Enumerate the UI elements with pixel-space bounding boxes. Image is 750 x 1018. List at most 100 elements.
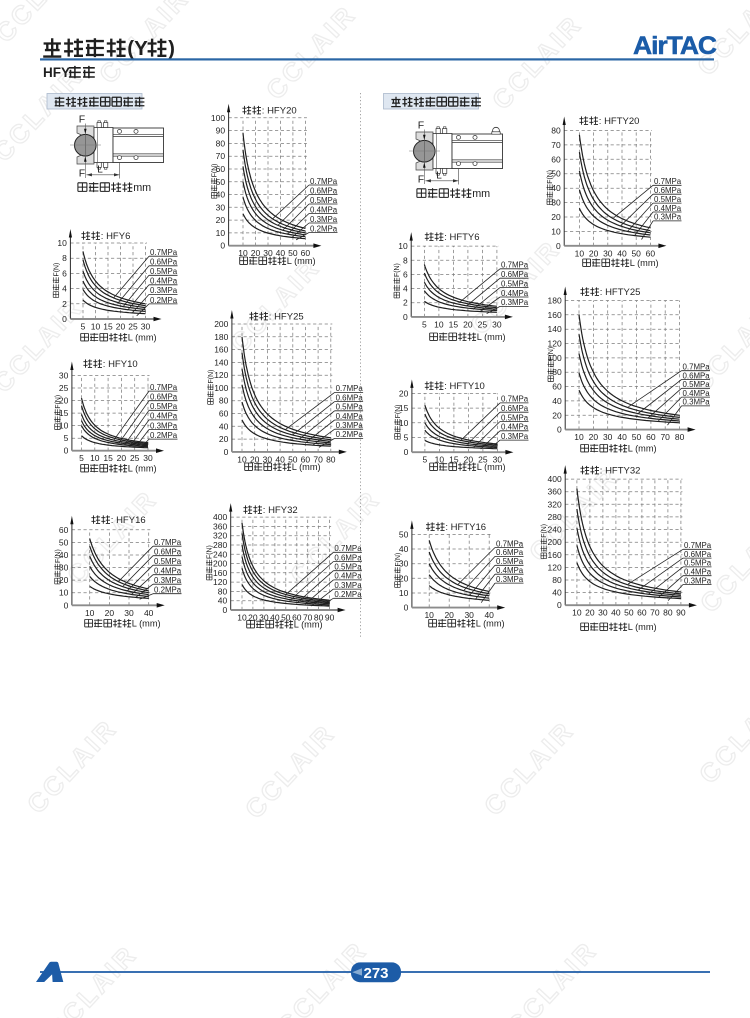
svg-text:50: 50 (631, 248, 641, 258)
svg-text:80: 80 (663, 608, 673, 618)
svg-text:120: 120 (548, 339, 562, 349)
svg-text:F(N): F(N) (207, 545, 214, 559)
svg-text:40: 40 (144, 608, 154, 618)
svg-text:160: 160 (213, 568, 227, 578)
svg-text:CCLAIR: CCLAIR (21, 713, 123, 819)
svg-text:: HFTY20: : HFTY20 (599, 116, 640, 127)
svg-text:30: 30 (141, 322, 151, 332)
svg-text:40: 40 (216, 190, 226, 200)
svg-text:80: 80 (314, 613, 324, 623)
svg-text:0.4MPa: 0.4MPa (684, 568, 712, 577)
svg-text:80: 80 (219, 396, 229, 406)
svg-text:80: 80 (326, 454, 336, 464)
svg-text:30: 30 (263, 248, 273, 258)
svg-text:0.5MPa: 0.5MPa (683, 380, 711, 389)
svg-text:mm: mm (472, 188, 490, 200)
svg-text:10: 10 (551, 226, 561, 236)
svg-text:L (mm): L (mm) (128, 333, 157, 343)
svg-text:20: 20 (116, 322, 126, 332)
svg-text:30: 30 (59, 371, 69, 381)
svg-text:0.3MPa: 0.3MPa (150, 286, 178, 295)
svg-text:CCLAIR: CCLAIR (693, 683, 750, 789)
svg-text:0.4MPa: 0.4MPa (496, 566, 524, 575)
svg-text:40: 40 (399, 544, 409, 554)
svg-text:30: 30 (603, 248, 613, 258)
svg-text:0.3MPa: 0.3MPa (336, 421, 364, 430)
svg-text:30: 30 (551, 198, 561, 208)
svg-text:0.4MPa: 0.4MPa (501, 423, 529, 432)
svg-text:10: 10 (434, 319, 444, 329)
svg-text:60: 60 (646, 432, 656, 442)
svg-text:20: 20 (251, 248, 261, 258)
svg-text:0.7MPa: 0.7MPa (683, 363, 711, 372)
svg-text:30: 30 (143, 453, 153, 463)
svg-text:70: 70 (660, 432, 670, 442)
svg-text:10: 10 (85, 608, 95, 618)
svg-text:160: 160 (214, 345, 228, 355)
svg-text:0: 0 (220, 241, 225, 251)
svg-text:60: 60 (216, 164, 226, 174)
svg-text:120: 120 (548, 562, 562, 572)
svg-text:0.6MPa: 0.6MPa (336, 393, 364, 402)
svg-text:20: 20 (250, 454, 260, 464)
svg-text:360: 360 (213, 521, 227, 531)
svg-text:80: 80 (552, 367, 562, 377)
svg-text:4: 4 (403, 284, 408, 294)
svg-text:0: 0 (222, 605, 227, 615)
svg-text:0: 0 (403, 312, 408, 322)
svg-text:0.5MPa: 0.5MPa (336, 403, 364, 412)
svg-text:(Y: (Y (127, 37, 148, 60)
svg-text:30: 30 (59, 563, 69, 573)
svg-text:80: 80 (551, 126, 561, 136)
svg-text:180: 180 (214, 332, 228, 342)
svg-text:F(N): F(N) (212, 164, 219, 178)
svg-text:20: 20 (585, 608, 595, 618)
svg-text:0.5MPa: 0.5MPa (496, 557, 524, 566)
svg-text:50: 50 (59, 537, 69, 547)
svg-text:60: 60 (219, 409, 229, 419)
svg-text:0.2MPa: 0.2MPa (336, 430, 364, 439)
svg-text:0: 0 (556, 241, 561, 251)
svg-text:20: 20 (589, 248, 599, 258)
svg-text:60: 60 (59, 525, 69, 535)
svg-text:0.3MPa: 0.3MPa (496, 575, 524, 584)
svg-text:0: 0 (62, 314, 67, 324)
svg-text:0: 0 (557, 600, 562, 610)
svg-text:15: 15 (399, 403, 409, 413)
svg-text:5: 5 (79, 453, 84, 463)
svg-text:40: 40 (552, 588, 562, 598)
svg-text:0.7MPa: 0.7MPa (496, 539, 524, 548)
svg-text:20: 20 (216, 215, 226, 225)
svg-text:0: 0 (557, 425, 562, 435)
svg-text:: HFTY16: : HFTY16 (445, 522, 486, 533)
svg-text:20: 20 (248, 613, 258, 623)
svg-text:90: 90 (325, 613, 335, 623)
svg-text:10: 10 (574, 432, 584, 442)
svg-text:0.3MPa: 0.3MPa (684, 576, 712, 585)
svg-text:30: 30 (399, 559, 409, 569)
svg-text:F(N): F(N) (547, 170, 554, 184)
svg-text:30: 30 (124, 608, 134, 618)
svg-text:20: 20 (105, 608, 115, 618)
svg-text:80: 80 (218, 586, 228, 596)
svg-text:0.7MPa: 0.7MPa (501, 261, 529, 270)
svg-text:0.5MPa: 0.5MPa (654, 195, 682, 204)
svg-text:2: 2 (62, 299, 67, 309)
svg-text:0.7MPa: 0.7MPa (150, 248, 178, 257)
svg-text:L (mm): L (mm) (628, 444, 657, 454)
svg-text:F(N): F(N) (55, 395, 62, 409)
svg-text:CCLAIR: CCLAIR (486, 9, 588, 115)
svg-text:0.2MPa: 0.2MPa (150, 431, 178, 440)
svg-text:0.6MPa: 0.6MPa (310, 186, 338, 195)
svg-text:100: 100 (214, 383, 228, 393)
svg-text:F: F (418, 174, 424, 186)
svg-text:AirTAC: AirTAC (633, 32, 717, 60)
svg-text:L (mm): L (mm) (476, 619, 505, 629)
svg-text:0.5MPa: 0.5MPa (501, 279, 529, 288)
svg-text:6: 6 (62, 268, 67, 278)
svg-text:40: 40 (552, 396, 562, 406)
svg-text:320: 320 (213, 531, 227, 541)
svg-text:30: 30 (603, 432, 613, 442)
svg-text:60: 60 (551, 154, 561, 164)
svg-text:2: 2 (403, 298, 408, 308)
